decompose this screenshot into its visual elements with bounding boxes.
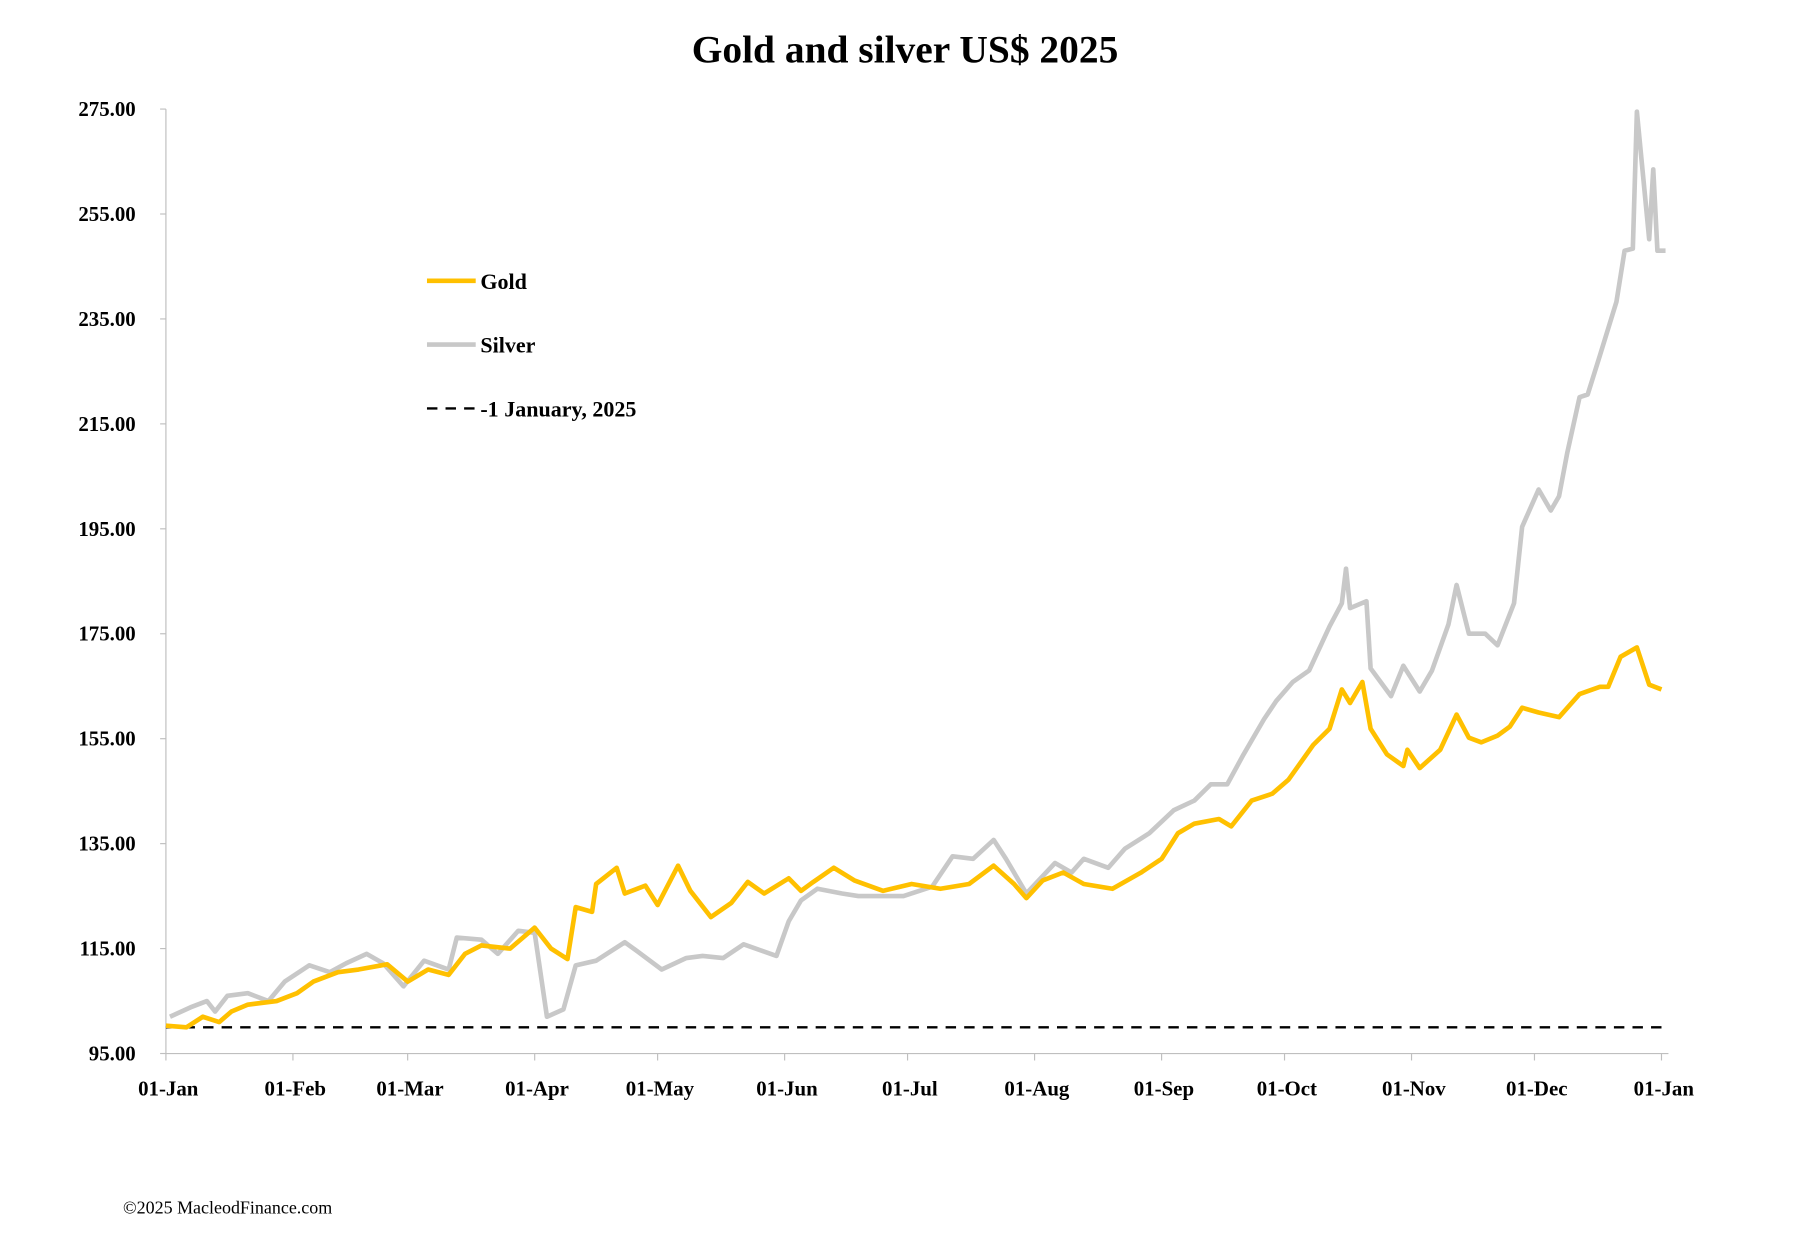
legend-label: -1 January, 2025 — [480, 397, 636, 422]
copyright-credit: ©2025 MacleodFinance.com — [123, 1198, 332, 1218]
x-tick-label: 01-Mar — [376, 1076, 443, 1100]
x-tick-label: 01-Sep — [1134, 1076, 1194, 1100]
x-tick-label: 01-Aug — [1004, 1076, 1070, 1100]
x-tick-label: 01-Oct — [1257, 1076, 1317, 1100]
y-tick-label: 95.00 — [89, 1041, 136, 1065]
y-tick-label: 115.00 — [79, 937, 135, 961]
axes: 95.00 115.00 135.00 155.00 175.00 195.00 215.0… — [78, 97, 1694, 1100]
x-tick-label: 01-Jul — [882, 1076, 938, 1100]
y-tick-label: 215.00 — [78, 412, 135, 436]
series-line-silver — [169, 109, 1666, 1020]
x-tick-label: 01-Feb — [265, 1076, 326, 1100]
series-line-gold — [165, 645, 1663, 1030]
x-tick-label: 01-Nov — [1382, 1076, 1446, 1100]
legend-label: Gold — [480, 269, 527, 294]
x-tick-label: 01-Jan — [1634, 1076, 1695, 1100]
y-tick-label: 155.00 — [78, 727, 135, 751]
x-tick-label: 01-Jun — [756, 1076, 818, 1100]
y-tick-label: 175.00 — [78, 622, 135, 646]
chart-title: Gold and silver US$ 2025 — [692, 28, 1119, 72]
legend-label: Silver — [480, 333, 535, 358]
series-lines — [165, 109, 1666, 1030]
y-tick-label: 195.00 — [78, 517, 135, 541]
y-tick-label: 275.00 — [78, 97, 135, 121]
x-tick-label: 01-May — [626, 1076, 695, 1100]
x-tick-label: 01-Jan — [138, 1076, 199, 1100]
x-tick-label: 01-Dec — [1506, 1076, 1567, 1100]
legend: Gold Silver -1 January, 2025 — [426, 269, 636, 422]
y-tick-label: 255.00 — [78, 202, 135, 226]
y-tick-label: 235.00 — [78, 307, 135, 331]
x-tick-label: 01-Apr — [505, 1076, 569, 1100]
y-tick-label: 135.00 — [78, 832, 135, 856]
